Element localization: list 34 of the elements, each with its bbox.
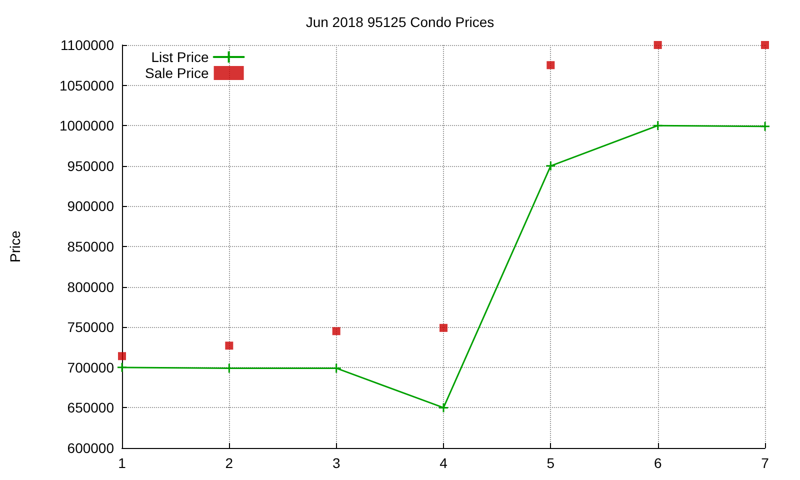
y-tick-label: 800000	[67, 278, 114, 295]
y-tick-label: 950000	[67, 158, 114, 174]
point	[332, 327, 340, 336]
x-tick-label: 4	[440, 455, 448, 471]
x-tick-label: 7	[761, 455, 770, 471]
point	[116, 362, 128, 373]
x-tick-label: 5	[546, 455, 555, 471]
legend-label: List Price	[151, 49, 210, 65]
point	[652, 120, 664, 131]
y-tick-label: 650000	[67, 400, 114, 416]
x-tick-label: 3	[332, 455, 340, 471]
y-tick-label: 1100000	[60, 37, 114, 53]
point	[225, 342, 234, 350]
x-tick-label: 6	[654, 455, 662, 471]
point	[761, 41, 769, 49]
x-tick-label: 1	[118, 455, 126, 471]
point	[440, 324, 448, 332]
legend-label: Sale Price	[144, 65, 210, 81]
y-tick-label: 850000	[67, 238, 114, 254]
point	[438, 402, 449, 413]
y-tick-label: 600000	[67, 440, 114, 456]
y-tick-label: 750000	[67, 319, 114, 336]
y-tick-label: 900000	[67, 198, 114, 214]
y-tick-label: 1000000	[59, 118, 114, 134]
y-axis-title: Price	[7, 230, 23, 262]
chart-title: Jun 2018 95125 Condo Prices	[306, 14, 494, 30]
point	[760, 121, 770, 132]
point	[545, 160, 556, 172]
point	[546, 61, 555, 70]
point	[118, 352, 126, 360]
y-tick-label: 700000	[67, 359, 114, 376]
y-tick-label: 1050000	[59, 77, 114, 94]
point	[654, 41, 662, 49]
x-tick-label: 2	[225, 455, 234, 471]
